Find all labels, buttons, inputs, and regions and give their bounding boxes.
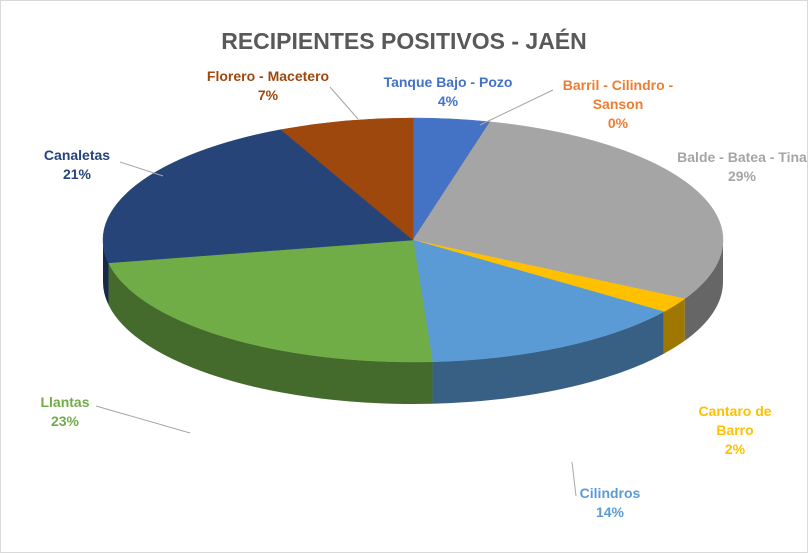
pie-slice xyxy=(412,121,724,300)
data-label: Barril - Cilindro - Sanson 0% xyxy=(557,76,679,133)
pie-side xyxy=(108,262,433,404)
value-label: 7% xyxy=(257,87,279,103)
category-label: Cilindros xyxy=(579,485,641,501)
value-label: 4% xyxy=(437,93,459,109)
value-label: 2% xyxy=(724,441,746,457)
leader-line xyxy=(95,405,191,434)
value-label: 14% xyxy=(595,504,625,520)
pie-slice xyxy=(108,239,433,363)
category-label: Canaletas xyxy=(43,147,111,163)
data-label: Llantas 23% xyxy=(40,393,89,431)
pie-slice xyxy=(102,129,414,264)
chart-title: RECIPIENTES POSITIVOS - JAÉN xyxy=(221,28,587,54)
data-label: Cantaro de Barro 2% xyxy=(685,402,785,459)
pie-slice xyxy=(412,239,665,363)
leader-line xyxy=(571,461,577,497)
leader-line xyxy=(329,86,359,120)
value-label: 29% xyxy=(727,168,757,184)
category-label: Balde - Batea - Tina xyxy=(677,149,807,165)
pie-side xyxy=(684,240,723,341)
category-label: Llantas xyxy=(40,394,90,410)
data-label: Tanque Bajo - Pozo 4% xyxy=(384,73,513,111)
category-label: Florero - Macetero xyxy=(206,68,330,84)
leader-line xyxy=(479,89,554,126)
value-label: 23% xyxy=(50,413,80,429)
pie-side xyxy=(432,311,664,404)
value-label: 0% xyxy=(607,115,629,131)
pie-slice xyxy=(280,117,414,241)
value-label: 21% xyxy=(62,166,92,182)
category-label: Tanque Bajo - Pozo xyxy=(383,74,513,90)
category-label: Barril - Cilindro - Sanson xyxy=(562,77,674,112)
category-label: Cantaro de Barro xyxy=(698,403,772,438)
data-label: Balde - Batea - Tina 29% xyxy=(677,148,807,186)
data-label: Canaletas 21% xyxy=(44,146,110,184)
pie-side xyxy=(103,240,109,305)
data-label: Florero - Macetero 7% xyxy=(207,67,329,105)
pie-side xyxy=(663,298,685,354)
data-label: Cilindros 14% xyxy=(580,484,641,522)
leader-line xyxy=(119,161,164,177)
